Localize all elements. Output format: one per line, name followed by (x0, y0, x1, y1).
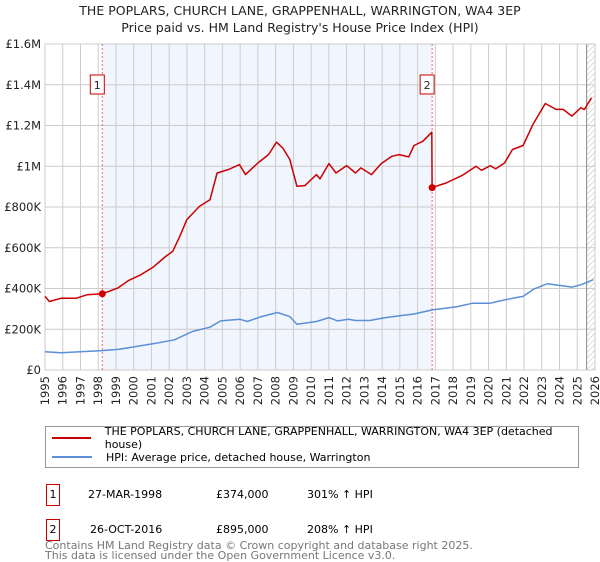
price-chart: 1995 1996 1997 1998 1999 2000 2001 2002 2003 2004… (4, 37, 600, 405)
x-tick-label: 1995 (38, 376, 52, 405)
x-tick-label: 1996 (56, 376, 70, 405)
sale-point (428, 184, 436, 192)
x-tick-label: 1997 (73, 376, 87, 405)
legend-label-hpi: HPI: Average price, detached house, Warr… (106, 450, 371, 464)
transaction-date: 27-MAR-1998 (88, 488, 163, 501)
x-tick-label: 2007 (251, 376, 265, 405)
x-tick-label: 2012 (340, 376, 354, 405)
y-tick-label: £200K (4, 322, 41, 336)
x-tick-label: 2001 (144, 376, 158, 405)
footer-licence: This data is licensed under the Open Gov… (45, 549, 396, 562)
x-tick-label: 2022 (517, 376, 531, 405)
x-tick-label: 2021 (499, 376, 513, 405)
x-tick-label: 2005 (215, 376, 229, 405)
x-tick-label: 2014 (375, 376, 389, 405)
chart-subtitle: Price paid vs. HM Land Registry's House … (121, 20, 479, 35)
transaction-change: 301% ↑ HPI (307, 488, 373, 501)
x-tick-label: 2010 (304, 376, 318, 405)
sale-point (98, 290, 106, 298)
x-tick-label: 2006 (233, 376, 247, 405)
x-tick-label: 2017 (428, 376, 442, 405)
legend-item-hpi: HPI: Average price, detached house, Warr… (52, 448, 370, 466)
x-tick-label: 2003 (180, 376, 194, 405)
transaction-price: £374,000 (216, 488, 269, 501)
sale-label-box (89, 74, 105, 95)
legend-line-blue (52, 456, 92, 458)
x-tick-label: 2009 (286, 376, 300, 405)
transaction-date: 26-OCT-2016 (90, 523, 163, 536)
y-tick-label: £0 (26, 363, 41, 377)
x-tick-label: 2019 (464, 376, 478, 405)
x-tick-label: 2002 (162, 376, 176, 405)
y-tick-label: £400K (4, 282, 41, 296)
x-tick-label: 2026 (588, 376, 600, 405)
x-tick-label: 2024 (553, 376, 567, 405)
x-tick-label: 2020 (482, 376, 496, 405)
y-tick-label: £600K (4, 241, 41, 255)
x-tick-label: 2013 (357, 376, 371, 405)
y-tick-label: £800K (4, 200, 41, 214)
legend-item-property: THE POPLARS, CHURCH LANE, GRAPPENHALL, W… (52, 425, 578, 451)
x-tick-label: 2011 (322, 376, 336, 405)
x-tick-label: 2008 (269, 376, 283, 405)
x-tick-label: 2000 (127, 376, 141, 405)
hpi-line (44, 279, 594, 354)
property-price-line (44, 97, 593, 303)
x-tick-label: 2023 (535, 376, 549, 405)
y-tick-label: £1.6M (5, 37, 41, 51)
y-tick-label: £1.4M (5, 78, 41, 92)
transaction-change: 208% ↑ HPI (307, 523, 373, 536)
chart-title: THE POPLARS, CHURCH LANE, GRAPPENHALL, W… (79, 3, 521, 18)
legend-line-red (52, 437, 91, 439)
transaction-price: £895,000 (216, 523, 269, 536)
x-tick-label: 2016 (411, 376, 425, 405)
plot-border (44, 43, 596, 371)
footer-copyright: Contains HM Land Registry data © Crown c… (45, 539, 473, 552)
transaction-marker: 1 (46, 484, 60, 506)
transaction-marker: 2 (46, 519, 60, 541)
x-tick-label: 1999 (109, 376, 123, 405)
sale-label: 2 (424, 79, 431, 92)
x-tick-label: 1998 (91, 376, 105, 405)
y-tick-label: £1.2M (5, 119, 41, 133)
x-tick-label: 2004 (198, 376, 212, 405)
x-tick-label: 2025 (570, 376, 584, 405)
sale-label-box (419, 74, 435, 95)
legend: THE POPLARS, CHURCH LANE, GRAPPENHALL, W… (45, 425, 579, 468)
x-tick-label: 2018 (446, 376, 460, 405)
footer: Contains HM Land Registry data © Crown c… (45, 539, 473, 562)
legend-label-property: THE POPLARS, CHURCH LANE, GRAPPENHALL, W… (104, 425, 553, 451)
x-tick-label: 2015 (393, 376, 407, 405)
sale-label: 1 (94, 79, 101, 92)
y-tick-label: £1M (16, 159, 41, 173)
